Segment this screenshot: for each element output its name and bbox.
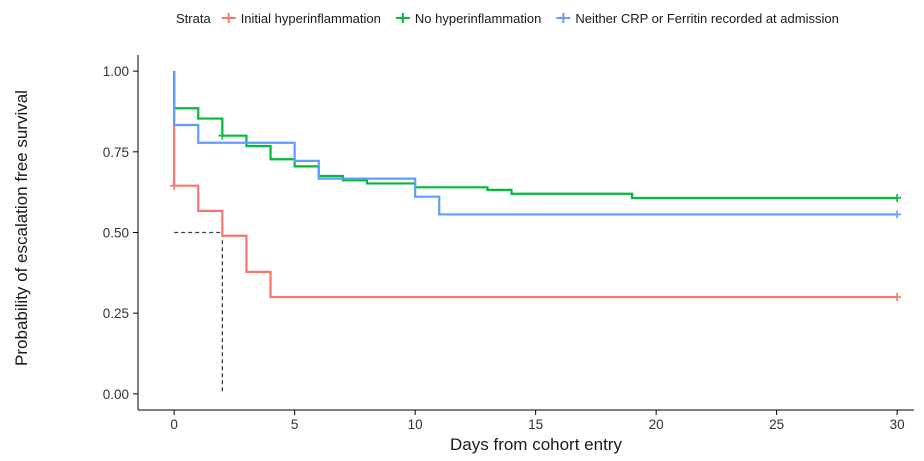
x-tick-label: 25 (769, 417, 784, 432)
y-tick-label: 1.00 (103, 64, 129, 79)
series-line-0 (173, 71, 898, 299)
y-tick-label: 0.75 (103, 145, 129, 160)
x-axis-label: Days from cohort entry (450, 435, 622, 454)
legend-key-1 (395, 13, 410, 23)
series-line-1 (173, 71, 898, 200)
x-tick-label: 20 (649, 417, 664, 432)
x-tick-label: 0 (170, 417, 178, 432)
legend-title: Strata (176, 11, 211, 26)
censor-mark (893, 293, 902, 302)
y-tick-label: 0.25 (103, 306, 129, 321)
censor-mark (170, 181, 179, 190)
legend-label-0: Initial hyperinflammation (241, 11, 381, 26)
legend-key-2 (556, 13, 571, 23)
median-reference-line (174, 231, 223, 394)
y-tick-label: 0.50 (103, 226, 129, 241)
x-tick-label: 15 (528, 417, 543, 432)
y-axis-label: Probability of escalation free survival (12, 90, 31, 366)
censor-mark (893, 193, 902, 202)
median-reference (174, 231, 223, 394)
x-tick-label: 30 (890, 417, 905, 432)
ticks: 0 5 10 15 20 25 30 0.00 0.25 0.50 0.75 1.00 (103, 64, 905, 432)
censor-mark (218, 131, 227, 140)
series-line-2 (173, 71, 898, 216)
legend: Strata Initial hyperinflammation No hyper… (176, 11, 839, 26)
censor-mark (893, 210, 902, 219)
series (170, 71, 902, 302)
legend-key-0 (221, 13, 236, 23)
axes (137, 55, 914, 411)
x-tick-label: 10 (408, 417, 423, 432)
y-tick-label: 0.00 (103, 387, 129, 402)
legend-label-2: Neither CRP or Ferritin recorded at admi… (575, 11, 838, 26)
legend-label-1: No hyperinflammation (415, 11, 541, 26)
x-tick-label: 5 (291, 417, 299, 432)
